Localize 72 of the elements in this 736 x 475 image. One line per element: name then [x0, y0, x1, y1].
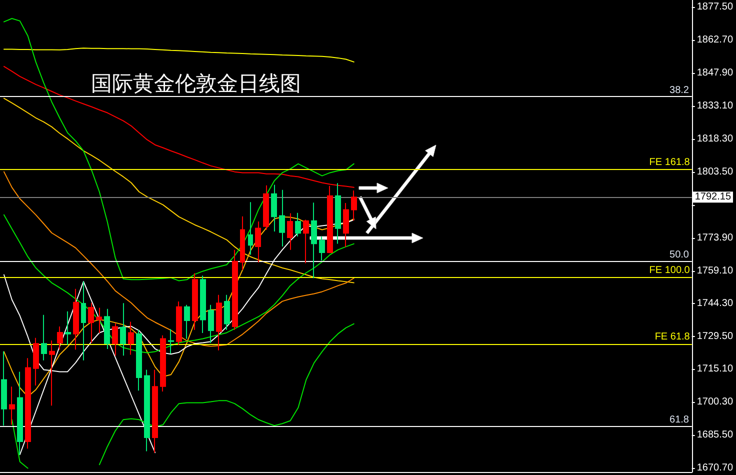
candlestick [9, 386, 15, 426]
candlestick [240, 216, 245, 270]
candlestick [208, 304, 214, 344]
candlestick [96, 307, 102, 334]
candlestick [192, 272, 198, 330]
candlestick [41, 314, 47, 361]
candlestick [136, 329, 142, 392]
candlestick [104, 308, 110, 350]
y-tick-label: 1670.70 [696, 462, 734, 474]
candlestick [248, 202, 253, 256]
candlestick [49, 340, 55, 406]
candlestick [295, 212, 301, 237]
line-series [3, 48, 354, 62]
y-tick-label: 1877.50 [696, 1, 734, 12]
candlestick [319, 236, 325, 262]
candlestick [152, 369, 158, 454]
candlestick [343, 202, 349, 248]
annotation: 61.8 [670, 414, 690, 426]
candlestick [311, 202, 317, 279]
candlestick [351, 190, 357, 222]
candlestick [73, 288, 79, 350]
line-series [3, 214, 354, 354]
candlestick [176, 301, 182, 346]
line-series [3, 98, 354, 284]
candlestick [303, 219, 309, 264]
candlestick [184, 304, 190, 340]
candlestick [232, 249, 238, 330]
y-tick-label: 1862.70 [696, 34, 734, 46]
candlestick [57, 326, 63, 350]
candlestick [120, 302, 126, 356]
text: 国际黄金伦敦金日线图 [91, 72, 301, 96]
ref-line-label: FE 61.8 [654, 332, 690, 343]
y-tick-label: 1803.50 [696, 166, 734, 178]
candlestick [224, 294, 230, 330]
candlestick [263, 184, 269, 230]
candlestick [160, 334, 166, 392]
y-tick-label: 1700.30 [696, 396, 734, 408]
candlestick [25, 358, 31, 450]
candlestick [17, 371, 23, 456]
candlestick [216, 294, 222, 351]
candlestick [279, 189, 285, 247]
candlestick [168, 328, 174, 354]
line-series [98, 323, 354, 466]
candlestick [112, 322, 118, 356]
candlestick [81, 280, 86, 361]
line-series [3, 171, 354, 347]
y-tick-label: 1773.90 [696, 232, 734, 244]
candlestick [335, 182, 341, 244]
candlestick [128, 321, 134, 356]
ref-line-label: FE 161.8 [649, 156, 690, 168]
y-tick-label: 1759.10 [696, 265, 734, 276]
y-tick-label: 1685.50 [696, 429, 734, 440]
candlestick [1, 350, 7, 426]
candlestick [255, 221, 261, 264]
y-tick-label: 1833.10 [696, 100, 734, 112]
line-series [3, 18, 354, 282]
ref-line-label: 1792.15 [694, 192, 732, 203]
candlestick [287, 212, 293, 250]
ref-line-label: FE 100.0 [649, 264, 690, 276]
candlestick [33, 337, 39, 386]
candlestick [200, 275, 206, 334]
y-tick-label: 1847.90 [696, 67, 734, 78]
y-tick-label: 1729.50 [696, 331, 734, 342]
annotation: 50.0 [670, 250, 690, 261]
y-tick-label: 1715.10 [696, 363, 734, 374]
y-tick-label: 1744.30 [696, 298, 734, 310]
candlestick [88, 302, 94, 344]
y-tick-label: 1818.30 [696, 133, 734, 144]
candlestick [144, 369, 150, 452]
candlestick [271, 184, 277, 232]
annotation: 38.2 [670, 84, 690, 96]
candlestick [65, 310, 71, 346]
